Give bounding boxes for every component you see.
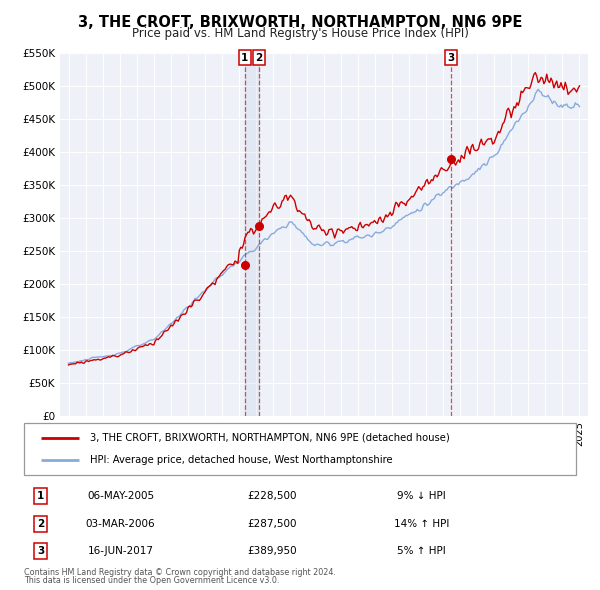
Text: 3: 3	[447, 53, 455, 63]
Text: 5% ↑ HPI: 5% ↑ HPI	[397, 546, 446, 556]
Text: HPI: Average price, detached house, West Northamptonshire: HPI: Average price, detached house, West…	[90, 455, 393, 466]
Text: £287,500: £287,500	[248, 519, 297, 529]
Text: 2: 2	[37, 519, 44, 529]
Text: 3, THE CROFT, BRIXWORTH, NORTHAMPTON, NN6 9PE: 3, THE CROFT, BRIXWORTH, NORTHAMPTON, NN…	[78, 15, 522, 30]
Text: £228,500: £228,500	[248, 491, 297, 502]
Text: 14% ↑ HPI: 14% ↑ HPI	[394, 519, 449, 529]
Text: Contains HM Land Registry data © Crown copyright and database right 2024.: Contains HM Land Registry data © Crown c…	[24, 568, 336, 577]
Bar	[245, 53, 259, 416]
Text: 1: 1	[37, 491, 44, 502]
Text: £389,950: £389,950	[248, 546, 297, 556]
Text: 06-MAY-2005: 06-MAY-2005	[87, 491, 154, 502]
Text: 03-MAR-2006: 03-MAR-2006	[86, 519, 155, 529]
Text: Price paid vs. HM Land Registry's House Price Index (HPI): Price paid vs. HM Land Registry's House …	[131, 27, 469, 40]
Text: 3, THE CROFT, BRIXWORTH, NORTHAMPTON, NN6 9PE (detached house): 3, THE CROFT, BRIXWORTH, NORTHAMPTON, NN…	[90, 432, 450, 442]
Text: 2: 2	[255, 53, 262, 63]
FancyBboxPatch shape	[24, 423, 576, 475]
Text: 3: 3	[37, 546, 44, 556]
Text: 16-JUN-2017: 16-JUN-2017	[88, 546, 154, 556]
Text: This data is licensed under the Open Government Licence v3.0.: This data is licensed under the Open Gov…	[24, 576, 280, 585]
Text: 1: 1	[241, 53, 248, 63]
Text: 9% ↓ HPI: 9% ↓ HPI	[397, 491, 446, 502]
